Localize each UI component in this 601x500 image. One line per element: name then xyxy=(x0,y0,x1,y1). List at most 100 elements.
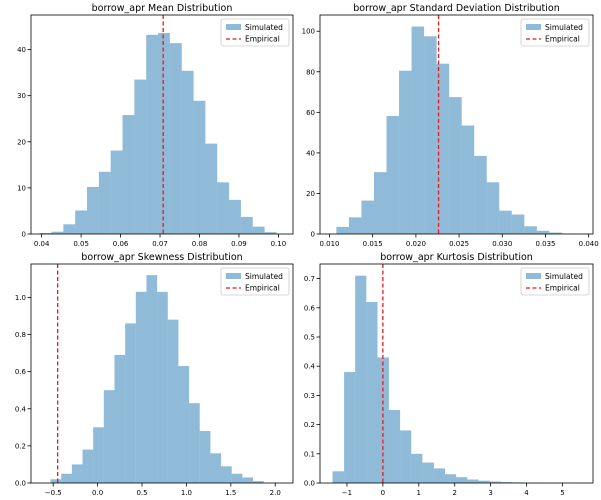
kurtosis-bar xyxy=(467,479,479,483)
skewness-bar xyxy=(157,291,168,483)
kurtosis-x-tick-label: −1 xyxy=(342,489,352,497)
kurtosis-legend-swatch-simulated xyxy=(526,273,541,279)
std-bar xyxy=(499,210,512,234)
mean-y-tick-label: 30 xyxy=(17,92,26,100)
kurtosis-y-tick-label: 0.7 xyxy=(304,275,315,283)
mean-legend: Simulated Empirical xyxy=(220,18,290,47)
skewness-bar xyxy=(253,481,264,483)
skewness-axes-frame xyxy=(30,263,294,484)
skewness-bar xyxy=(221,466,232,483)
skewness-bar xyxy=(114,354,126,483)
std-x-tick-label: 0.010 xyxy=(319,240,339,248)
mean-bar xyxy=(193,100,206,234)
skewness-bar xyxy=(82,449,94,483)
skewness-legend-label-simulated: Simulated xyxy=(245,272,283,281)
kurtosis-bar xyxy=(332,471,345,483)
std-y-tick-label: 0 xyxy=(311,231,315,239)
skewness-bar xyxy=(61,473,72,483)
std-bar xyxy=(474,155,487,234)
std-y-tick-label: 100 xyxy=(302,28,315,36)
mean-bar xyxy=(229,199,241,234)
skewness-legend-swatch-simulated xyxy=(226,273,241,279)
std-bar xyxy=(374,172,387,234)
kurtosis-x-tick-label: 1 xyxy=(417,489,421,497)
std-bar xyxy=(399,70,412,234)
kurtosis-bar xyxy=(478,480,490,483)
std-x-tick-label: 0.035 xyxy=(535,240,555,248)
mean-bar xyxy=(205,143,218,234)
std-y-tick-label: 60 xyxy=(306,109,315,117)
mean-y-tick-label: 40 xyxy=(17,46,26,54)
skewness-bar xyxy=(167,319,179,483)
kurtosis-x-tick-label: 5 xyxy=(560,489,564,497)
kurtosis-title: borrow_apr Kurtosis Distribution xyxy=(380,252,533,263)
skewness-bar xyxy=(231,473,243,483)
skewness-bar xyxy=(210,453,222,483)
std-bar xyxy=(386,115,400,234)
std-y-tick-label: 80 xyxy=(306,68,315,76)
skewness-y-tick-label: 0.2 xyxy=(15,442,26,450)
kurtosis-legend: Simulated Empirical xyxy=(520,267,590,296)
skewness-bar xyxy=(135,291,147,483)
mean-axes-frame xyxy=(30,14,294,235)
skewness-bar xyxy=(242,477,254,483)
std-bar xyxy=(436,63,450,234)
mean-legend-label-simulated: Simulated xyxy=(245,23,283,32)
mean-x-tick-label: 0.10 xyxy=(271,240,287,248)
skewness-bar xyxy=(71,464,83,483)
panel-mean: 0.04 0.05 0.06 0.07 0.08 0.09 0.10 0 10 20 30 40 bor… xyxy=(17,3,294,248)
mean-y-tick-label: 10 xyxy=(17,184,26,192)
skewness-x-tick-label: 0.0 xyxy=(92,489,103,497)
std-x-tick-label: 0.015 xyxy=(363,240,383,248)
mean-bar xyxy=(158,32,170,235)
mean-bar xyxy=(87,186,99,234)
kurtosis-x-tick-label: 3 xyxy=(488,489,492,497)
std-bar xyxy=(486,182,500,234)
mean-y-tick-label: 0 xyxy=(22,231,26,239)
mean-bar xyxy=(134,79,147,234)
skewness-bar xyxy=(125,323,136,483)
skewness-bar xyxy=(146,275,158,483)
kurtosis-bar xyxy=(433,468,446,483)
std-bar xyxy=(411,26,425,235)
skewness-bar xyxy=(199,431,211,483)
skewness-legend: Simulated Empirical xyxy=(220,267,290,296)
std-bar xyxy=(348,217,362,234)
kurtosis-legend-label-simulated: Simulated xyxy=(545,272,583,281)
skewness-x-tick-label: 1.5 xyxy=(225,489,236,497)
kurtosis-y-tick-label: 0.0 xyxy=(304,480,315,488)
skewness-bar xyxy=(189,403,200,483)
skewness-x-tick-label: −0.5 xyxy=(45,489,62,497)
skewness-bar xyxy=(103,390,115,483)
std-bar xyxy=(461,125,475,234)
mean-x-tick-label: 0.06 xyxy=(113,240,129,248)
mean-bar xyxy=(146,34,159,234)
panel-kurtosis: −1 0 1 2 3 4 5 0.0 0.1 0.2 0.3 0.4 0.5 0.6 0.7 borrow_a… xyxy=(304,252,594,497)
skewness-bar xyxy=(178,366,190,483)
mean-bar xyxy=(122,115,135,234)
kurtosis-y-tick-label: 0.1 xyxy=(304,450,315,458)
std-bar xyxy=(536,230,550,234)
kurtosis-legend-label-empirical: Empirical xyxy=(545,284,580,293)
mean-bar xyxy=(51,231,64,234)
kurtosis-x-tick-label: 2 xyxy=(452,489,456,497)
std-bar xyxy=(361,200,374,234)
kurtosis-bar xyxy=(366,301,378,483)
std-legend-label-empirical: Empirical xyxy=(545,35,580,44)
kurtosis-y-tick-label: 0.3 xyxy=(304,392,315,400)
std-bar xyxy=(449,97,462,235)
mean-bar xyxy=(110,150,123,234)
mean-bar xyxy=(181,70,194,234)
std-bar xyxy=(524,226,537,234)
skewness-y-tick-label: 0.8 xyxy=(15,331,26,339)
skewness-y-tick-label: 0.6 xyxy=(15,368,27,376)
skewness-bar xyxy=(50,479,62,483)
skewness-x-tick-label: 1.0 xyxy=(181,489,192,497)
skewness-y-tick-label: 0.0 xyxy=(15,480,26,488)
skewness-x-tick-label: 2.0 xyxy=(270,489,281,497)
skewness-x-tick-label: 0.5 xyxy=(136,489,147,497)
mean-bar xyxy=(264,232,277,234)
kurtosis-axes-frame xyxy=(319,263,594,484)
std-x-tick-label: 0.025 xyxy=(449,240,469,248)
